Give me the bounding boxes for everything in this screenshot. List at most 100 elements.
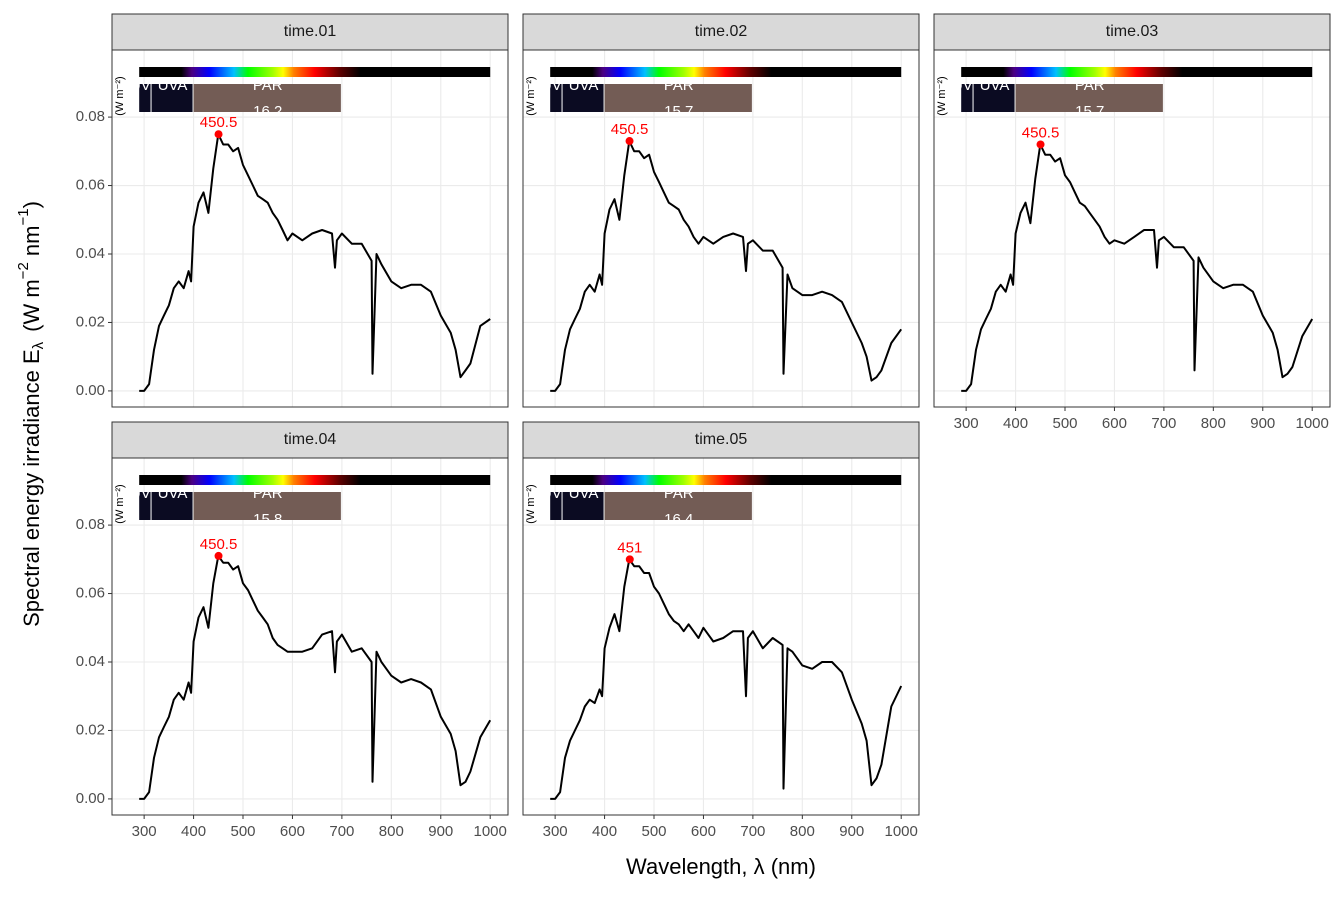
panel-border [522, 457, 920, 816]
x-tick-label: 500 [641, 823, 666, 840]
band-name: UVA [158, 77, 188, 94]
band-box [604, 84, 752, 112]
peak-point [214, 130, 223, 139]
strip-label: time.04 [284, 431, 337, 448]
band-name: PAR [253, 485, 283, 502]
x-tick-label: 700 [1151, 415, 1176, 432]
x-tick-label: 900 [1250, 415, 1275, 432]
x-tick-label: 700 [329, 823, 354, 840]
band-box [193, 492, 341, 520]
band-box [151, 492, 193, 520]
x-tick-label: 900 [839, 823, 864, 840]
band-box [562, 492, 604, 520]
strip-label: time.03 [1106, 23, 1159, 40]
x-tick-label: 1000 [885, 823, 918, 840]
band-value: 15.7 [664, 103, 693, 120]
y-tick-label: 0.00 [76, 790, 105, 807]
band-box [151, 84, 193, 112]
panel-border [111, 457, 509, 816]
x-tick-label: 1000 [1296, 415, 1329, 432]
band-box [604, 492, 752, 520]
x-tick-label: 600 [691, 823, 716, 840]
strip [522, 421, 920, 459]
x-tick-label: 300 [543, 823, 568, 840]
y-tick-label: 0.08 [76, 108, 105, 125]
x-tick-label: 400 [181, 823, 206, 840]
band-name: UVA [158, 485, 188, 502]
color-bar [961, 67, 1313, 77]
panel-border [522, 49, 920, 408]
y-title-unit2: nm [19, 226, 44, 263]
x-tick-label: 800 [790, 823, 815, 840]
x-tick-label: 800 [379, 823, 404, 840]
band-box [961, 84, 973, 112]
x-tick-label: 600 [1102, 415, 1127, 432]
band-unit: (W m⁻²) [114, 76, 126, 115]
x-tick-label: 600 [280, 823, 305, 840]
y-title-exp: −2 [15, 262, 32, 279]
band-value: 15.8 [253, 511, 282, 528]
spectrum-line [961, 143, 1314, 392]
band-box [550, 492, 562, 520]
y-title-sub: λ [30, 341, 47, 349]
band-box [562, 84, 604, 112]
band-name: PAR [1075, 77, 1105, 94]
x-tick-label: 400 [1003, 415, 1028, 432]
band-unit: (W m⁻²) [525, 484, 537, 523]
band-unit: (W m⁻²) [936, 76, 948, 115]
spectrum-line [139, 133, 491, 392]
band-name: PAR [253, 77, 283, 94]
strip [111, 13, 509, 51]
color-bar [550, 67, 902, 77]
band-value: 16.2 [253, 103, 282, 120]
panel-border [111, 49, 509, 408]
spectrum-line [139, 554, 492, 800]
peak-point [625, 137, 634, 146]
color-bar [139, 67, 491, 77]
x-axis-title: Wavelength, λ (nm) [626, 854, 816, 879]
x-tick-label: 400 [592, 823, 617, 840]
strip [111, 421, 509, 459]
spectrum-line [550, 140, 903, 392]
panel-border [933, 49, 1331, 408]
x-tick-label: 300 [954, 415, 979, 432]
y-title-exp: −1 [15, 208, 32, 225]
y-tick-label: 0.06 [76, 585, 105, 602]
y-tick-label: 0.08 [76, 516, 105, 533]
strip-label: time.02 [695, 23, 748, 40]
x-tick-label: 300 [132, 823, 157, 840]
peak-point [1036, 140, 1045, 149]
peak-label: 450.5 [1022, 124, 1060, 141]
band-name: UVA [569, 485, 599, 502]
band-name: PAR [664, 77, 694, 94]
y-title-close: ) [19, 201, 44, 208]
peak-label: 450.5 [200, 536, 238, 553]
y-tick-label: 0.04 [76, 245, 105, 262]
peak-label: 450.5 [200, 114, 238, 131]
color-bar [550, 475, 902, 485]
band-box [1015, 84, 1163, 112]
x-tick-label: 500 [1052, 415, 1077, 432]
strip-label: time.01 [284, 23, 337, 40]
spectrum-line [550, 558, 903, 800]
peak-label: 451 [617, 539, 642, 556]
color-bar [139, 475, 491, 485]
band-name: UVA [980, 77, 1010, 94]
peak-label: 450.5 [611, 121, 649, 138]
y-tick-label: 0.02 [76, 721, 105, 738]
y-tick-label: 0.06 [76, 177, 105, 194]
x-tick-label: 700 [740, 823, 765, 840]
y-tick-label: 0.02 [76, 313, 105, 330]
band-name: UVA [569, 77, 599, 94]
band-unit: (W m⁻²) [114, 484, 126, 523]
